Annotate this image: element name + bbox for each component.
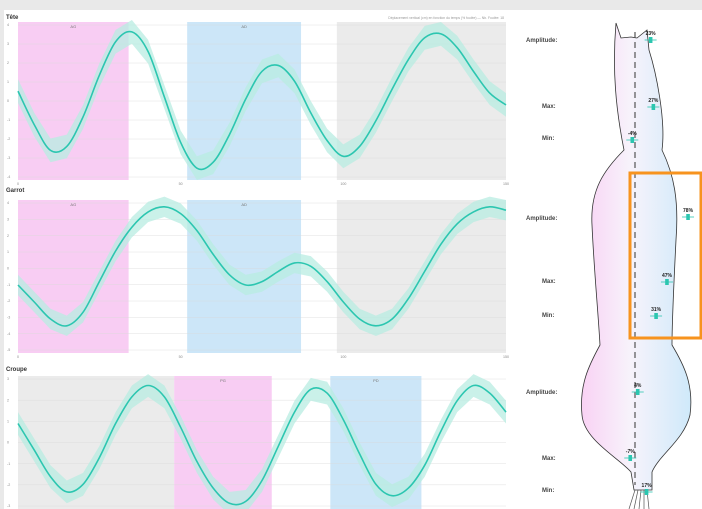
phase-label: AG: [70, 24, 76, 29]
y-tick-label: 2: [7, 234, 9, 238]
marker-label: 23%: [646, 31, 657, 37]
y-tick-label: 4: [7, 23, 9, 27]
series-line: [17, 384, 507, 506]
chart-subtitle: Déplacement vertical (cm) en fonction du…: [388, 16, 504, 20]
metric-marker: -7%: [624, 449, 637, 461]
charts-svg: Déplacement vertical (cm) en fonction du…: [6, 15, 702, 509]
confidence-band: [18, 20, 506, 180]
phase-label: AG: [70, 202, 76, 207]
y-tick-label: 4: [7, 201, 9, 205]
y-tick-label: -2: [7, 299, 10, 303]
marker-label: 47%: [662, 273, 673, 279]
x-tick-label: 0: [17, 355, 19, 359]
metric-label: Max:: [542, 104, 556, 110]
y-tick-label: 1: [7, 250, 9, 254]
x-tick-label: 100: [340, 182, 346, 186]
y-tick-label: 0: [7, 441, 9, 445]
y-tick-label: -2: [7, 483, 10, 487]
y-tick-label: -3: [7, 156, 10, 160]
panel-title: Tête: [6, 15, 19, 21]
metric-label: Amplitude:: [526, 38, 557, 44]
metric-label: Max:: [542, 456, 556, 462]
metric-label: Min:: [542, 488, 554, 494]
metric-marker: 23%: [644, 31, 657, 43]
marker-label: 4%: [634, 383, 642, 389]
marker-label: 78%: [683, 208, 694, 214]
metric-label: Amplitude:: [526, 216, 557, 222]
marker-label: -7%: [626, 449, 635, 455]
phase-label: AD: [241, 24, 247, 29]
silhouette-body: [581, 22, 692, 491]
y-tick-label: -1: [7, 283, 10, 287]
confidence-band: [18, 196, 506, 336]
y-tick-label: 3: [7, 42, 9, 46]
metric-label: Min:: [542, 136, 554, 142]
y-tick-label: -1: [7, 462, 10, 466]
y-tick-label: 3: [7, 377, 9, 381]
y-tick-label: 2: [7, 61, 9, 65]
metric-marker: 17%: [640, 483, 653, 495]
y-tick-label: -3: [7, 504, 10, 508]
metric-marker: 78%: [682, 208, 695, 220]
x-tick-label: 50: [179, 355, 183, 359]
phase-label: AD: [241, 202, 247, 207]
panel-0: Tête AG AD 4 3 2 1 0 -1 -2 -3 -4 0 50 100 150: [6, 15, 509, 186]
x-tick-label: 100: [340, 355, 346, 359]
horse-silhouette: Amplitude: Max: Min: Amplitude: Max: Min: Ampl…: [526, 22, 702, 509]
metric-label: Max:: [542, 279, 556, 285]
marker-label: 17%: [642, 483, 653, 489]
marker-label: 27%: [648, 98, 659, 104]
panel-1: Garrot AG AD 4 3 2 1 0 -1 -2 -3 -4 -5 0 50 100 150: [6, 188, 509, 359]
series-line: [17, 205, 507, 327]
y-tick-label: 0: [7, 99, 9, 103]
y-tick-label: -3: [7, 316, 10, 320]
panel-title: Croupe: [6, 367, 28, 373]
panel-title: Garrot: [6, 188, 24, 194]
metric-marker: 47%: [660, 273, 673, 285]
metric-marker: 4%: [631, 383, 644, 395]
y-tick-label: -5: [7, 348, 10, 352]
y-tick-label: 0: [7, 267, 9, 271]
y-tick-label: -2: [7, 137, 10, 141]
series-line: [17, 30, 507, 171]
marker-label: 31%: [651, 307, 662, 313]
y-tick-label: 1: [7, 80, 9, 84]
marker-label: -4%: [628, 131, 637, 137]
y-tick-label: -1: [7, 118, 10, 122]
metric-marker: 31%: [650, 307, 663, 319]
metric-label: Min:: [542, 313, 554, 319]
x-tick-label: 150: [503, 182, 509, 186]
y-tick-label: 1: [7, 420, 9, 424]
metric-marker: -4%: [626, 131, 639, 143]
x-tick-label: 0: [17, 182, 19, 186]
x-tick-label: 50: [179, 182, 183, 186]
y-tick-label: -4: [7, 175, 10, 179]
y-tick-label: -4: [7, 332, 10, 336]
y-tick-label: 3: [7, 218, 9, 222]
chart-frame: Déplacement vertical (cm) en fonction du…: [4, 10, 702, 509]
phase-label: PG: [220, 378, 226, 383]
highlight-box: [628, 171, 702, 340]
metric-label: Amplitude:: [526, 390, 557, 396]
metric-marker: 27%: [647, 98, 660, 110]
x-tick-label: 150: [503, 355, 509, 359]
phase-label: PD: [373, 378, 379, 383]
y-tick-label: 2: [7, 398, 9, 402]
